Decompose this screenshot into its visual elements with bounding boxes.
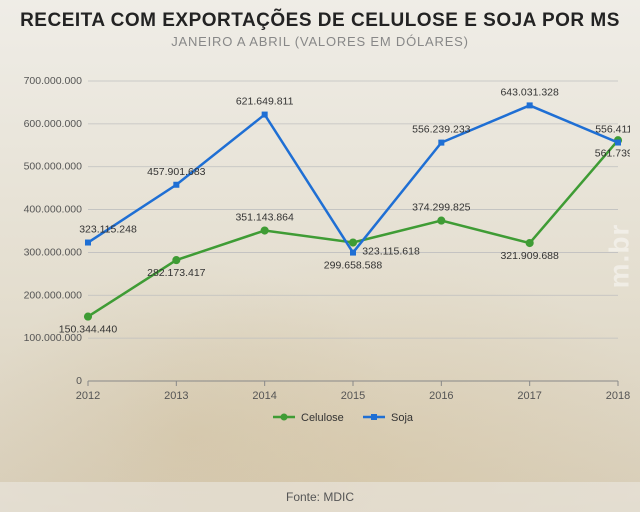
svg-text:621.649.811: 621.649.811 — [236, 96, 294, 108]
svg-text:2013: 2013 — [164, 390, 188, 402]
svg-text:300.000.000: 300.000.000 — [24, 246, 83, 258]
chart-subtitle: JANEIRO A ABRIL (VALORES EM DÓLARES) — [0, 34, 640, 49]
svg-text:400.000.000: 400.000.000 — [24, 204, 83, 216]
svg-text:2017: 2017 — [517, 390, 541, 402]
svg-text:323.115.618: 323.115.618 — [362, 246, 420, 258]
svg-text:500.000.000: 500.000.000 — [24, 161, 83, 173]
line-chart: 0100.000.000200.000.000300.000.000400.00… — [10, 63, 630, 433]
svg-text:2014: 2014 — [252, 390, 276, 402]
svg-text:321.909.688: 321.909.688 — [500, 250, 559, 262]
svg-text:323.115.248: 323.115.248 — [79, 224, 137, 236]
svg-text:282.173.417: 282.173.417 — [147, 267, 206, 279]
chart-footer: Fonte: MDIC — [0, 482, 640, 512]
svg-text:200.000.000: 200.000.000 — [24, 289, 83, 301]
svg-text:0: 0 — [76, 375, 82, 387]
svg-text:700.000.000: 700.000.000 — [24, 75, 83, 87]
svg-text:556.411.970: 556.411.970 — [595, 124, 630, 136]
svg-text:2015: 2015 — [341, 390, 365, 402]
svg-text:351.143.864: 351.143.864 — [235, 212, 294, 224]
svg-text:2018: 2018 — [606, 390, 630, 402]
svg-text:457.901.683: 457.901.683 — [147, 166, 206, 178]
svg-text:374.299.825: 374.299.825 — [412, 202, 471, 214]
chart-header: RECEITA COM EXPORTAÇÕES DE CELULOSE E SO… — [0, 0, 640, 49]
source-label: Fonte: MDIC — [286, 490, 354, 504]
svg-text:2016: 2016 — [429, 390, 453, 402]
svg-text:643.031.328: 643.031.328 — [500, 86, 559, 98]
svg-text:561.739.926: 561.739.926 — [595, 147, 630, 159]
chart-area: 0100.000.000200.000.000300.000.000400.00… — [10, 63, 630, 433]
svg-text:2012: 2012 — [76, 390, 100, 402]
svg-text:299.658.588: 299.658.588 — [324, 260, 383, 272]
chart-title: RECEITA COM EXPORTAÇÕES DE CELULOSE E SO… — [0, 10, 640, 32]
svg-text:556.239.233: 556.239.233 — [412, 124, 471, 136]
svg-text:600.000.000: 600.000.000 — [24, 118, 83, 130]
svg-text:150.344.440: 150.344.440 — [59, 324, 118, 336]
svg-text:Soja: Soja — [391, 412, 414, 424]
svg-text:Celulose: Celulose — [301, 412, 344, 424]
